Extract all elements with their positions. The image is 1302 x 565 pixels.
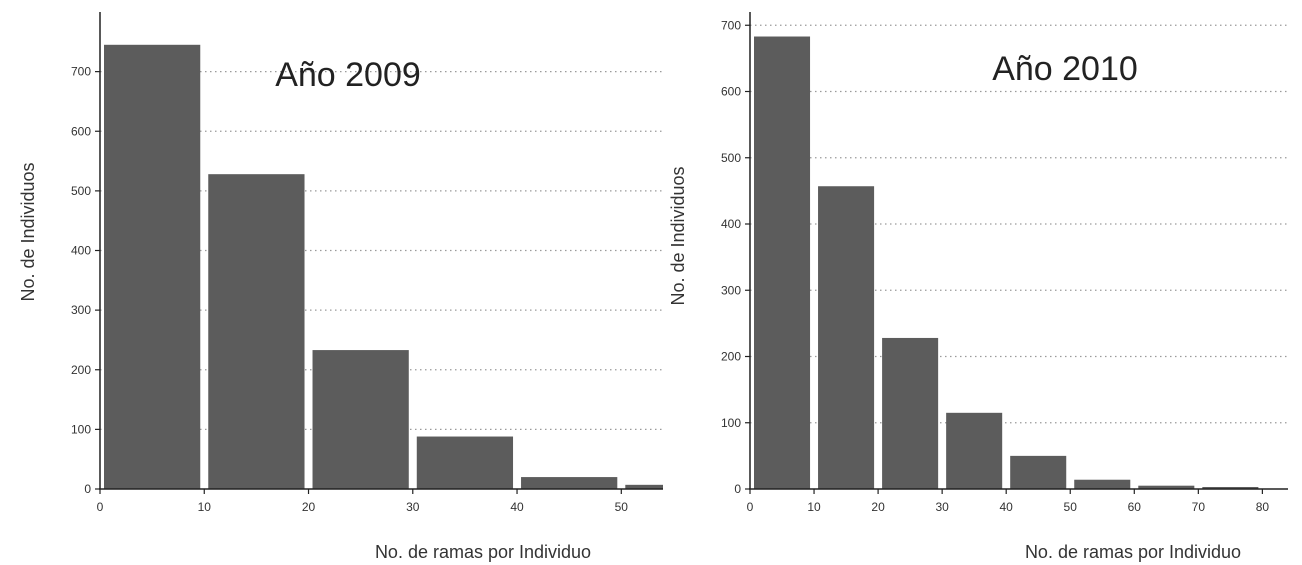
bar [1010,455,1067,489]
bar [1138,485,1195,489]
chart-title: Año 2010 [992,50,1138,88]
y-tick-label: 500 [721,151,741,165]
y-tick-label: 200 [721,350,741,364]
bar [946,412,1003,489]
x-tick-label: 10 [198,500,212,514]
y-tick-label: 600 [71,124,91,138]
bar [208,174,305,489]
x-tick-label: 40 [1000,500,1014,514]
x-tick-label: 20 [302,500,316,514]
y-axis-title: No. de Individuos [668,166,688,305]
y-tick-label: 400 [721,217,741,231]
bar [754,36,811,489]
y-tick-label: 700 [71,65,91,79]
bar [104,44,201,489]
y-tick-label: 300 [721,283,741,297]
y-tick-label: 400 [71,244,91,258]
y-axis-title: No. de Individuos [18,162,38,301]
x-tick-label: 0 [97,500,104,514]
y-tick-label: 700 [721,18,741,32]
y-tick-label: 200 [71,363,91,377]
y-tick-label: 0 [84,482,91,496]
x-tick-label: 70 [1192,500,1206,514]
y-tick-label: 100 [71,422,91,436]
y-tick-label: 100 [721,416,741,430]
y-tick-label: 0 [734,482,741,496]
bar [1202,487,1259,489]
x-tick-label: 30 [406,500,420,514]
bar [312,350,409,489]
x-tick-label: 0 [747,500,754,514]
chart-panel-2: 0 100 200 300 400 500 600 700 0 10 20 30 40 50 60 70 80 A… [668,12,1288,562]
y-tick-label: 600 [721,85,741,99]
bar [521,477,618,489]
chart-panel-1: 0 100 200 300 400 500 600 700 0 10 20 30 40 50 Año 200… [18,12,663,562]
y-tick-label: 500 [71,184,91,198]
x-tick-label: 20 [871,500,885,514]
x-tick-label: 50 [615,500,629,514]
x-tick-label: 30 [935,500,949,514]
x-tick-label: 60 [1128,500,1142,514]
x-tick-label: 40 [510,500,524,514]
bar [416,436,514,489]
bar [882,337,939,489]
bar [818,186,875,490]
y-tick-label: 300 [71,303,91,317]
chart-title: Año 2009 [275,56,421,94]
bar [625,484,663,489]
x-tick-label: 80 [1256,500,1270,514]
x-tick-label: 10 [807,500,821,514]
x-tick-label: 50 [1064,500,1078,514]
bar [1074,479,1131,489]
x-axis-title: No. de ramas por Individuo [1025,542,1241,562]
x-axis-title: No. de ramas por Individuo [375,542,591,562]
